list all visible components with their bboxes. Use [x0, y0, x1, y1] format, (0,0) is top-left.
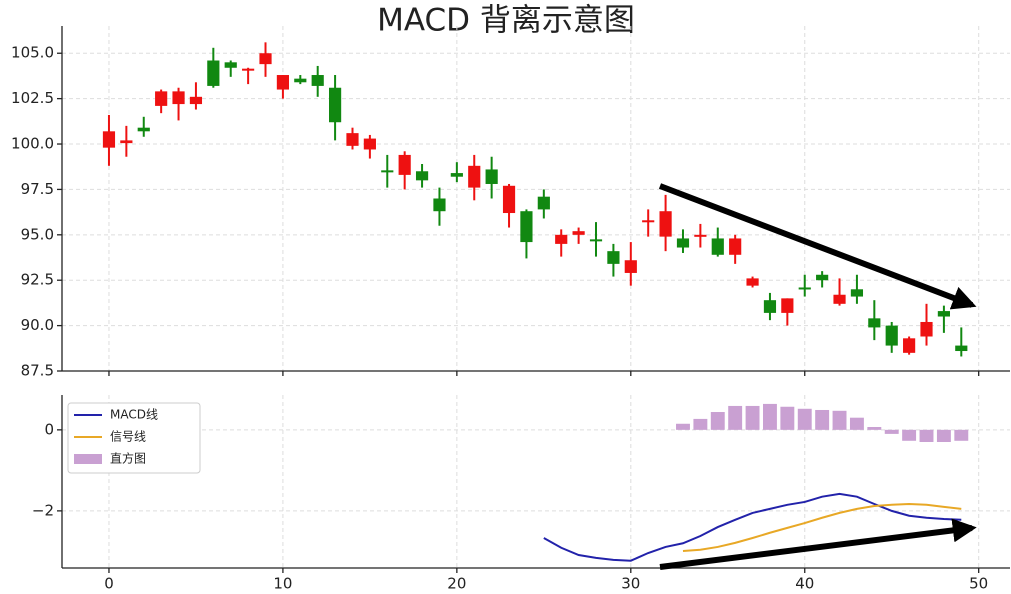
candle-body	[868, 318, 881, 328]
histogram-bar	[902, 429, 917, 441]
candle-body	[781, 298, 794, 313]
candle-body	[763, 300, 777, 313]
histogram-bar	[762, 403, 777, 430]
candle-body	[711, 238, 724, 255]
legend-swatch	[74, 454, 102, 464]
y-tick-label: 105.0	[11, 44, 54, 62]
histogram-bar	[954, 429, 969, 441]
candle-body	[137, 127, 150, 132]
candle-body	[676, 238, 690, 248]
candle-body	[398, 154, 411, 175]
candle-body	[694, 234, 707, 237]
y-tick-label: 92.5	[21, 271, 54, 289]
chart-title: MACD 背离示意图	[377, 3, 635, 39]
x-tick-label: 0	[104, 575, 114, 593]
candle-body	[415, 171, 429, 181]
candle-body	[833, 294, 846, 304]
histogram-bar	[815, 409, 830, 430]
histogram-bar	[936, 429, 951, 442]
y-tick-label: 90.0	[21, 316, 54, 334]
y-tick-label: −2	[32, 501, 54, 519]
candle-body	[189, 96, 203, 105]
x-tick-label: 30	[621, 575, 640, 593]
candle-body	[329, 87, 342, 123]
candle-body	[659, 211, 672, 237]
divergence-arrow	[659, 518, 977, 570]
candle-body	[311, 75, 324, 86]
legend-label: 信号线	[110, 430, 146, 444]
candle-body	[450, 173, 463, 177]
y-tick-label: 102.5	[11, 89, 54, 107]
candle-body	[520, 211, 533, 243]
candle-body	[294, 78, 307, 83]
y-tick-label: 0	[44, 420, 54, 438]
histogram-bar	[728, 405, 743, 430]
candle-body	[555, 234, 568, 244]
candle-body	[172, 91, 185, 105]
candle-body	[729, 238, 742, 255]
candle-body	[224, 62, 237, 68]
histogram-bar	[919, 429, 934, 442]
plots: 87.5 90.0 92.5 95.0 97.5 100.0 102.5 105.0 0 10 20…	[11, 26, 1010, 593]
histogram-bar	[867, 427, 882, 430]
candle-body	[433, 198, 446, 212]
candle-body	[798, 287, 811, 290]
candle-body	[572, 231, 585, 235]
x-tick-label: 50	[969, 575, 988, 593]
histogram-bar	[710, 412, 725, 430]
x-tick-label: 40	[795, 575, 814, 593]
x-tick-label: 10	[273, 575, 292, 593]
histogram-bar	[745, 405, 760, 430]
candle-body	[276, 75, 289, 90]
candle-body	[955, 345, 968, 352]
candle-body	[903, 338, 916, 353]
candle-body	[642, 220, 655, 223]
candle-body	[468, 165, 481, 188]
y-tick-label: 100.0	[11, 135, 54, 153]
x-tick-label: 20	[447, 575, 466, 593]
candle-body	[155, 91, 168, 106]
candle-body	[120, 140, 133, 144]
legend-label: 直方图	[110, 451, 146, 466]
histogram-bar	[832, 410, 847, 430]
candle-body	[816, 274, 829, 281]
y-tick-label: 87.5	[21, 362, 54, 380]
series-line	[543, 492, 962, 562]
candle-body	[850, 289, 864, 297]
y-tick-label: 97.5	[21, 180, 54, 198]
histogram-bar	[693, 418, 708, 430]
candle-body	[485, 169, 498, 184]
candle-body	[607, 251, 620, 264]
candle-body	[346, 133, 359, 146]
candle-body	[363, 138, 376, 150]
candle-body	[589, 239, 603, 242]
candle-body	[537, 196, 550, 210]
candle-body	[746, 278, 759, 286]
histogram-bar	[676, 423, 690, 430]
candle-body	[242, 68, 255, 71]
y-tick-label: 95.0	[21, 225, 54, 243]
candle-body	[502, 185, 516, 214]
candle-body	[102, 131, 116, 148]
histogram-bar	[797, 408, 812, 430]
histogram-bar	[884, 429, 899, 434]
histogram-bar	[849, 417, 864, 430]
series-line	[682, 502, 962, 552]
candle-body	[937, 311, 950, 317]
candle-body	[624, 260, 637, 273]
candle-body	[885, 325, 898, 346]
divergence-arrow	[658, 183, 977, 310]
candle-body	[920, 321, 933, 337]
legend-label: MACD线	[110, 408, 158, 422]
candle-body	[259, 53, 272, 65]
candle-body	[207, 60, 220, 86]
candle-body	[381, 170, 394, 173]
histogram-bar	[780, 406, 795, 430]
